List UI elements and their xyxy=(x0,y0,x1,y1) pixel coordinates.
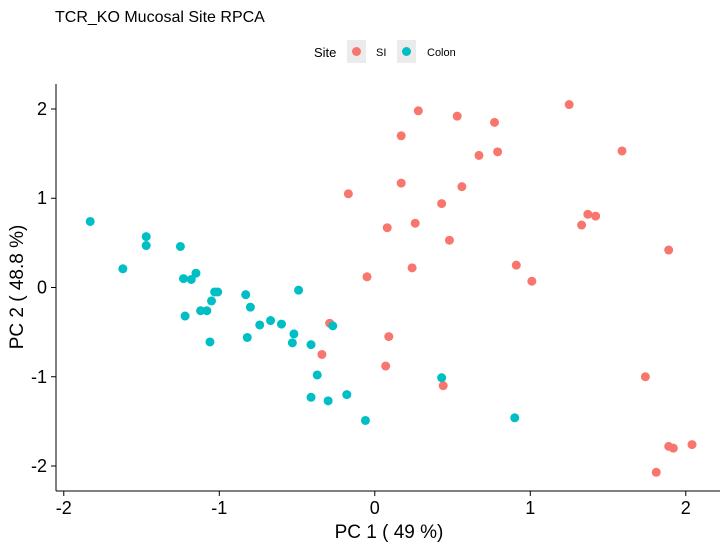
data-point-si xyxy=(640,372,650,382)
legend-label-si: SI xyxy=(376,47,386,59)
data-point-si xyxy=(474,150,484,160)
data-point-colon xyxy=(241,290,251,300)
data-point-colon xyxy=(437,373,447,383)
data-point-si xyxy=(457,182,467,192)
x-tick-label: 2 xyxy=(681,498,691,518)
data-point-colon xyxy=(342,390,352,400)
data-point-colon xyxy=(287,338,297,348)
data-point-si xyxy=(362,272,372,282)
data-point-colon xyxy=(205,337,215,347)
data-point-si xyxy=(317,349,327,359)
y-axis-title: PC 2 ( 48.8 %) xyxy=(7,225,28,350)
data-points xyxy=(85,100,697,477)
x-tick-label: 1 xyxy=(525,498,535,518)
data-point-si xyxy=(511,260,521,270)
data-point-si xyxy=(564,100,574,110)
data-point-colon xyxy=(306,340,316,350)
data-point-colon xyxy=(306,392,316,402)
legend: Site SI Colon xyxy=(314,40,456,63)
y-tick-label: -1 xyxy=(31,367,47,387)
data-point-si xyxy=(437,199,447,209)
data-point-si xyxy=(583,209,593,219)
data-point-si xyxy=(396,131,406,141)
y-tick-label: -2 xyxy=(31,456,47,476)
data-point-si xyxy=(343,189,353,199)
chart-title: TCR_KO Mucosal Site RPCA xyxy=(55,9,265,26)
data-point-colon xyxy=(242,332,252,342)
data-point-si xyxy=(444,235,454,245)
data-point-si xyxy=(382,223,392,233)
y-tick-label: 2 xyxy=(37,99,47,119)
data-point-colon xyxy=(323,396,333,406)
data-point-colon xyxy=(328,321,338,331)
data-point-colon xyxy=(360,415,370,425)
data-point-colon xyxy=(141,241,151,251)
data-point-si xyxy=(591,211,601,221)
data-point-si xyxy=(396,178,406,188)
x-tick-label: -1 xyxy=(211,498,227,518)
legend-key-si xyxy=(352,47,361,56)
data-point-si xyxy=(527,276,537,286)
data-point-colon xyxy=(118,264,128,274)
data-point-colon xyxy=(141,232,151,242)
data-point-colon xyxy=(175,241,185,251)
legend-key-colon xyxy=(402,47,411,56)
data-point-si xyxy=(413,106,423,116)
data-point-colon xyxy=(312,370,322,380)
data-point-colon xyxy=(180,311,190,321)
data-point-colon xyxy=(196,306,206,316)
data-point-colon xyxy=(207,296,217,306)
x-tick-label: 0 xyxy=(370,498,380,518)
data-point-si xyxy=(668,443,678,453)
legend-title: Site xyxy=(314,45,336,60)
data-point-colon xyxy=(276,319,286,329)
y-tick-label: 0 xyxy=(37,278,47,298)
data-point-colon xyxy=(202,306,212,316)
data-point-si xyxy=(664,245,674,255)
data-point-colon xyxy=(294,285,304,295)
data-point-si xyxy=(617,146,627,156)
data-point-si xyxy=(490,117,500,127)
data-point-si xyxy=(438,381,448,391)
data-point-si xyxy=(381,361,391,371)
x-tick-label: -2 xyxy=(56,498,72,518)
y-tick-label: 1 xyxy=(37,188,47,208)
data-point-colon xyxy=(213,287,223,297)
data-point-si xyxy=(687,440,697,450)
data-point-colon xyxy=(266,316,276,326)
data-point-si xyxy=(651,467,661,477)
data-point-colon xyxy=(191,268,201,278)
axis-ticks: -2 -1 0 1 2 -2 -1 0 1 2 xyxy=(31,99,691,518)
legend-label-colon: Colon xyxy=(427,47,456,59)
data-point-si xyxy=(577,220,587,230)
data-point-si xyxy=(452,111,462,121)
data-point-colon xyxy=(85,216,95,226)
data-point-si xyxy=(384,332,394,342)
data-point-colon xyxy=(289,329,299,339)
data-point-si xyxy=(493,147,503,157)
data-point-colon xyxy=(510,413,520,423)
data-point-colon xyxy=(179,274,189,284)
data-point-colon xyxy=(245,302,255,312)
data-point-si xyxy=(410,218,420,228)
data-point-colon xyxy=(255,320,265,330)
series-colon xyxy=(85,216,520,425)
data-point-si xyxy=(407,263,417,273)
x-axis-title: PC 1 ( 49 %) xyxy=(335,522,444,543)
data-point-colon xyxy=(186,274,196,284)
series-si xyxy=(317,100,697,477)
